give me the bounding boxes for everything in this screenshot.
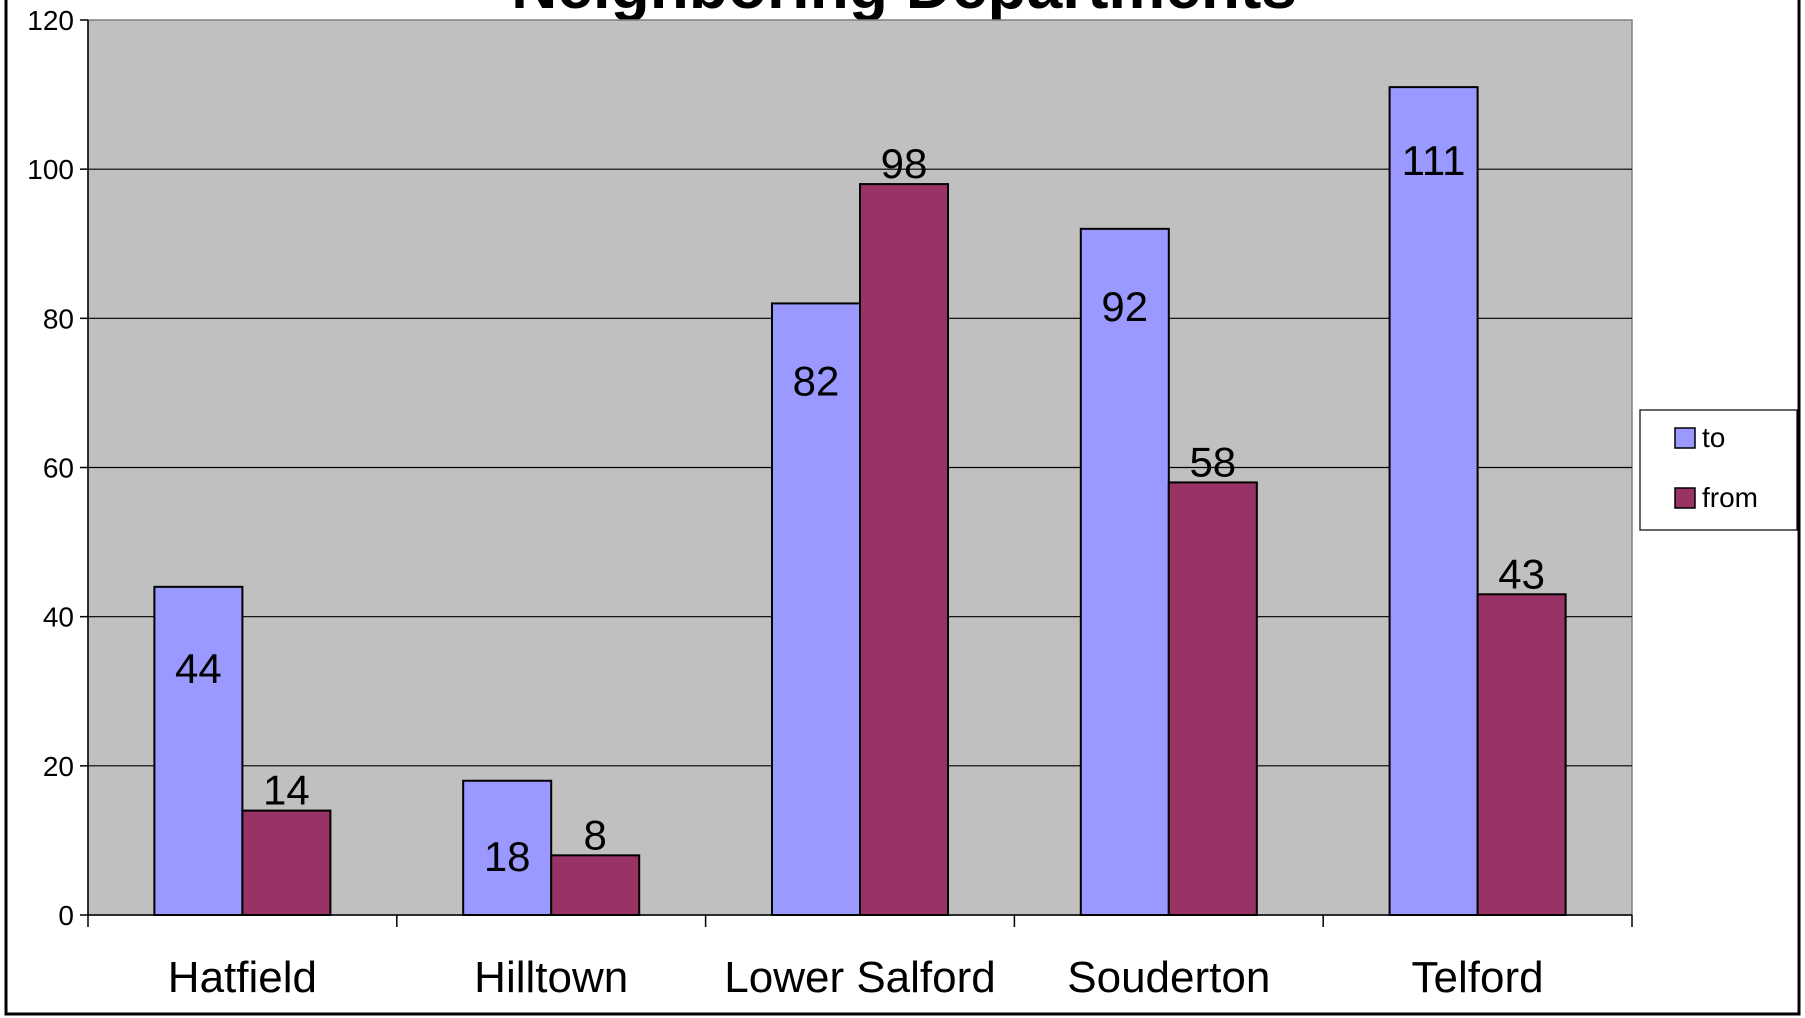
- bar: [1476, 593, 1567, 917]
- bar: [859, 183, 950, 917]
- y-tick-label: 80: [43, 303, 74, 334]
- bar: [770, 302, 862, 916]
- legend-swatch: [1674, 427, 1696, 449]
- data-label: 92: [1101, 283, 1148, 330]
- legend: to from: [1639, 409, 1798, 531]
- category-label: Souderton: [1067, 953, 1270, 1002]
- y-tick-label: 100: [27, 154, 74, 185]
- legend-label: from: [1702, 482, 1758, 513]
- data-label: 44: [175, 645, 222, 692]
- data-label: 98: [881, 140, 928, 187]
- category-label: Telford: [1412, 953, 1544, 1002]
- y-tick-label: 60: [43, 453, 74, 484]
- data-label: 14: [263, 767, 310, 814]
- bar: [550, 854, 641, 916]
- bar: [1079, 227, 1170, 917]
- category-label: Hatfield: [168, 953, 317, 1002]
- bar: [1388, 86, 1479, 916]
- data-label: 43: [1498, 550, 1545, 597]
- data-label: 82: [793, 357, 840, 404]
- axes: 0 20 40 60 80 100 120 Hatfield Hilltown Lower Sal…: [27, 5, 1633, 1002]
- legend-swatch: [1674, 487, 1696, 509]
- data-labels: 44 14 18 8 82 98 92 58 111 43: [175, 137, 1545, 880]
- y-tick-label: 40: [43, 602, 74, 633]
- data-label: 58: [1189, 438, 1236, 485]
- y-tick-label: 0: [58, 900, 74, 931]
- chart-title: Neighboring Departments: [511, 0, 1297, 22]
- data-label: 8: [584, 811, 607, 858]
- bars: [153, 86, 1567, 917]
- bar: [1167, 481, 1258, 916]
- legend-box: [1639, 409, 1798, 531]
- data-label: 18: [484, 833, 531, 880]
- y-tick-label: 120: [27, 5, 74, 36]
- legend-label: to: [1702, 422, 1725, 453]
- bar: [241, 809, 332, 916]
- y-tick-label: 20: [43, 751, 74, 782]
- data-label: 111: [1402, 137, 1466, 184]
- bar: [153, 585, 244, 916]
- category-label: Hilltown: [474, 953, 628, 1002]
- category-label: Lower Salford: [724, 953, 995, 1002]
